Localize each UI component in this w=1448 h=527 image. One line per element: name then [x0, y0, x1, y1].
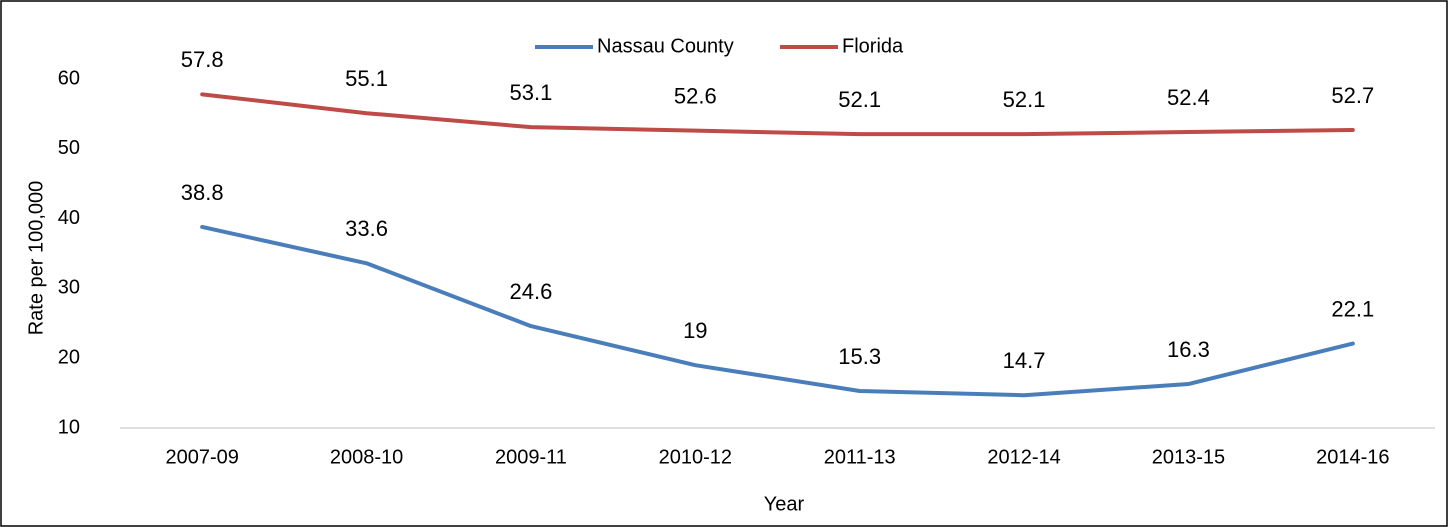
- data-label: 52.6: [674, 83, 717, 108]
- x-tick-label: 2014-16: [1316, 446, 1389, 468]
- legend-label: Florida: [842, 35, 904, 57]
- data-label: 19: [683, 318, 707, 343]
- y-tick-label: 40: [58, 207, 80, 229]
- data-label: 52.1: [838, 87, 881, 112]
- x-tick-label: 2011-13: [824, 446, 896, 468]
- data-label: 38.8: [181, 180, 224, 205]
- data-label: 52.4: [1167, 85, 1210, 110]
- y-tick-label: 20: [58, 346, 80, 368]
- data-label: 16.3: [1167, 337, 1210, 362]
- x-axis-label: Year: [764, 493, 805, 515]
- x-tick-label: 2013-15: [1152, 446, 1225, 468]
- x-tick-label: 2008-10: [330, 446, 403, 468]
- data-label: 52.7: [1331, 83, 1374, 108]
- data-label: 55.1: [345, 66, 388, 91]
- y-tick-label: 50: [58, 137, 80, 159]
- series-line: [200, 224, 1355, 398]
- data-label: 33.6: [345, 216, 388, 241]
- y-tick-label: 30: [58, 277, 80, 299]
- series-line: [200, 92, 1355, 137]
- data-label: 53.1: [510, 80, 553, 105]
- x-tick-label: 2007-09: [165, 446, 238, 468]
- y-tick-label: 60: [58, 67, 80, 89]
- y-axis-label: Rate per 100,000: [25, 181, 47, 336]
- data-label: 15.3: [838, 344, 881, 369]
- data-label: 24.6: [510, 279, 553, 304]
- data-label: 52.1: [1003, 87, 1046, 112]
- x-tick-label: 2009-11: [495, 446, 567, 468]
- x-tick-label: 2012-14: [987, 446, 1060, 468]
- legend-label: Nassau County: [597, 35, 734, 57]
- data-label: 22.1: [1331, 296, 1374, 321]
- data-label: 57.8: [181, 47, 224, 72]
- y-tick-label: 10: [58, 416, 80, 438]
- data-label: 14.7: [1003, 348, 1046, 373]
- x-tick-label: 2010-12: [659, 446, 732, 468]
